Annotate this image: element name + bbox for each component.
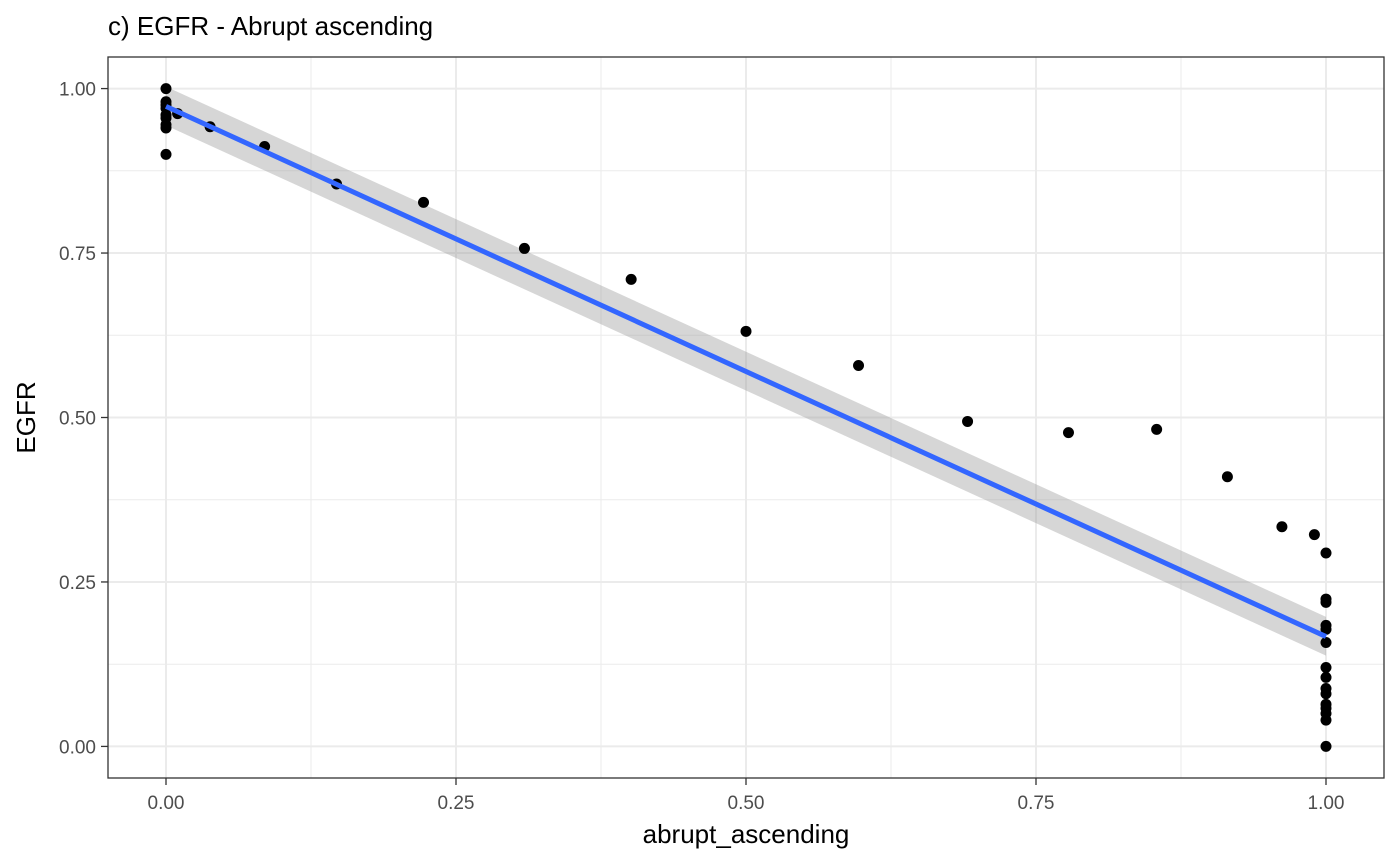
data-point	[625, 273, 637, 285]
data-point	[962, 415, 974, 427]
data-point	[1320, 688, 1332, 700]
data-point	[1320, 661, 1332, 673]
y-tick-label: 0.25	[59, 573, 96, 594]
data-point	[853, 360, 865, 372]
grid-major	[108, 57, 1384, 778]
x-tick-label: 0.50	[728, 793, 765, 814]
data-point	[1320, 671, 1332, 683]
data-point	[1320, 547, 1332, 559]
data-point	[1320, 636, 1332, 648]
x-tick-label: 0.75	[1018, 793, 1055, 814]
x-tick-label: 1.00	[1308, 793, 1345, 814]
y-tick-label: 0.75	[59, 244, 96, 265]
data-point	[1221, 471, 1233, 483]
chart-title: c) EGFR - Abrupt ascending	[108, 11, 433, 41]
data-point	[160, 148, 172, 160]
y-axis: 0.00 0.25 0.50 0.75 1.00	[59, 80, 108, 758]
y-axis-title: EGFR	[11, 381, 41, 453]
data-point	[1320, 714, 1332, 726]
data-point	[418, 196, 430, 208]
x-axis: 0.00 0.25 0.50 0.75 1.00	[148, 778, 1345, 814]
regression-line	[164, 104, 1328, 639]
data-point	[160, 83, 172, 95]
y-tick-label: 0.50	[59, 409, 96, 430]
data-point	[160, 122, 172, 134]
y-tick-label: 1.00	[59, 80, 96, 101]
data-point	[1320, 740, 1332, 752]
data-point	[1308, 529, 1320, 541]
y-tick-label: 0.00	[59, 737, 96, 758]
x-axis-title: abrupt_ascending	[643, 819, 850, 849]
data-point	[518, 242, 530, 254]
data-point	[740, 325, 752, 337]
data-point	[1276, 521, 1288, 533]
data-point	[1320, 623, 1332, 635]
x-tick-label: 0.25	[438, 793, 475, 814]
x-tick-label: 0.00	[148, 793, 185, 814]
data-point	[1151, 423, 1163, 435]
data-point	[1320, 596, 1332, 608]
data-point	[1062, 427, 1074, 439]
